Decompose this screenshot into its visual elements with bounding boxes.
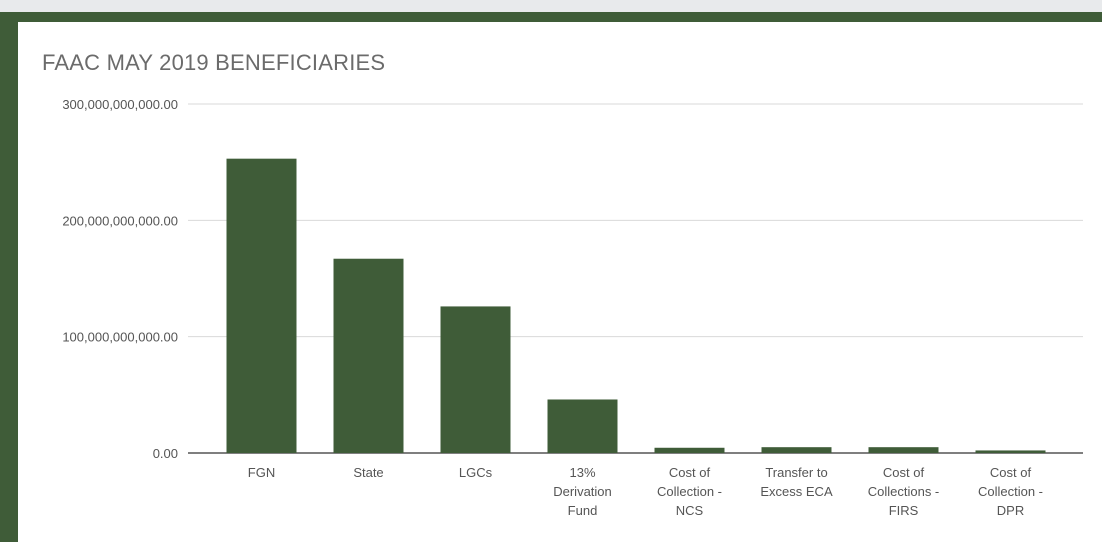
y-tick-label: 200,000,000,000.00 bbox=[62, 213, 178, 228]
bar bbox=[547, 399, 618, 453]
bar bbox=[226, 158, 297, 453]
chart-title: FAAC MAY 2019 BENEFICIARIES bbox=[42, 50, 386, 75]
x-tick-label: LGCs bbox=[459, 465, 493, 480]
bar bbox=[761, 447, 832, 453]
x-tick-label: Transfer to bbox=[765, 465, 827, 480]
x-tick-label: Cost of bbox=[669, 465, 711, 480]
x-tick-label: FGN bbox=[248, 465, 275, 480]
x-tick-label: Excess ECA bbox=[760, 484, 833, 499]
x-tick-label: Collection - bbox=[978, 484, 1043, 499]
x-tick-label: Cost of bbox=[883, 465, 925, 480]
x-tick-label: 13% bbox=[569, 465, 595, 480]
x-tick-label: Fund bbox=[568, 503, 598, 518]
x-tick-label: Cost of bbox=[990, 465, 1032, 480]
x-tick-label: State bbox=[353, 465, 383, 480]
x-tick-label: Collections - bbox=[868, 484, 940, 499]
chart-panel bbox=[18, 22, 1102, 542]
x-tick-label: DPR bbox=[997, 503, 1024, 518]
bar bbox=[868, 447, 939, 453]
x-tick-label: FIRS bbox=[889, 503, 919, 518]
x-tick-label: Collection - bbox=[657, 484, 722, 499]
y-tick-label: 0.00 bbox=[153, 446, 178, 461]
y-tick-label: 300,000,000,000.00 bbox=[62, 97, 178, 112]
bar bbox=[975, 450, 1046, 453]
bar bbox=[440, 306, 511, 453]
bar bbox=[654, 447, 725, 453]
bar bbox=[333, 258, 404, 453]
x-tick-label: NCS bbox=[676, 503, 704, 518]
y-tick-label: 100,000,000,000.00 bbox=[62, 330, 178, 345]
x-tick-label: Derivation bbox=[553, 484, 612, 499]
